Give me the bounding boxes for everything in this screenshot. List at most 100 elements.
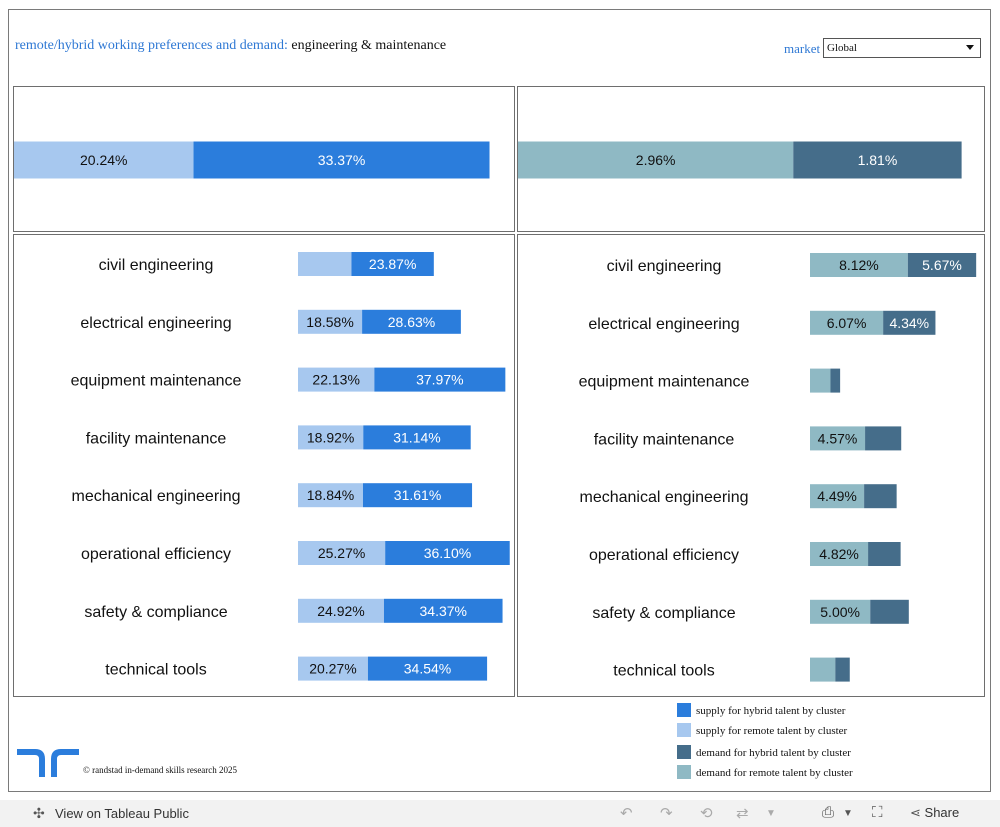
bar-segment[interactable] [351,252,434,276]
bar-segment[interactable] [810,368,831,393]
data-label: 2.96% [636,152,676,168]
demand-overall-panel: 2.96% 1.81% [517,86,985,232]
bar-segment[interactable] [298,309,363,334]
category-label: equipment maintenance [71,373,242,390]
bar-segment[interactable] [298,598,384,623]
bar-segment[interactable] [385,541,510,565]
redo-icon[interactable]: ↷ [660,805,673,822]
title-cluster: engineering & maintenance [291,38,447,53]
bar-segment[interactable] [830,368,841,393]
data-label: 4.82% [819,546,859,562]
data-label: 20.24% [80,152,127,168]
market-select-value: Global [827,42,857,54]
data-label: 28.63% [388,314,435,330]
bar-segment[interactable] [14,141,194,179]
data-label: 31.61% [394,487,441,503]
market-select[interactable]: Global [823,38,981,58]
category-label: civil engineering [607,258,722,275]
category-label: safety & compliance [592,605,735,622]
category-label: mechanical engineering [72,488,241,505]
bar-segment[interactable] [298,656,368,681]
data-label: 5.67% [922,257,962,273]
bar-segment[interactable] [865,426,902,451]
data-label: 34.37% [420,603,467,619]
bar-segment[interactable] [298,367,375,392]
data-label: 25.27% [318,545,365,561]
data-label: 20.27% [309,661,356,677]
download-icon[interactable]: ⎙ [822,804,835,821]
legend-label: supply for remote talent by cluster [696,725,848,737]
bar-segment[interactable] [518,141,794,179]
category-label: technical tools [613,663,714,680]
bar-segment[interactable] [374,367,506,392]
bar-segment[interactable] [810,426,866,451]
bar-segment[interactable] [810,310,884,335]
legend-swatch [677,703,691,717]
data-label: 23.87% [369,256,416,272]
category-label: operational efficiency [81,546,231,563]
title-main: remote/hybrid working preferences and de… [15,38,288,53]
chevron-down-icon [966,45,974,50]
refresh-icon[interactable]: ⇄ [736,805,749,822]
supply-overall-chart: 20.24% 33.37% [14,141,490,179]
category-label: operational efficiency [589,547,739,564]
bar-segment[interactable] [362,309,461,334]
data-label: 36.10% [424,545,471,561]
bar-segment[interactable] [193,141,490,179]
data-label: 37.97% [416,372,463,388]
undo-icon[interactable]: ↶ [620,805,633,822]
bar-segment[interactable] [835,657,850,682]
data-label: 6.07% [827,315,867,331]
bar-segment[interactable] [864,484,897,509]
revert-icon[interactable]: ⟲ [700,805,713,822]
bar-segment[interactable] [383,598,503,623]
bar-segment[interactable] [298,252,352,276]
bar-segment[interactable] [367,656,488,681]
chevron-down-icon[interactable]: ▼ [766,808,776,819]
data-label: 24.92% [317,603,364,619]
data-label: 34.54% [404,661,451,677]
legend-swatch [677,765,691,779]
category-label: electrical engineering [588,316,739,333]
data-label: 8.12% [839,257,879,273]
bar-segment[interactable] [363,425,471,450]
fullscreen-icon[interactable]: ⛶ [872,804,883,821]
category-label: equipment maintenance [579,374,750,391]
bar-segment[interactable] [870,599,909,624]
legend-swatch [677,745,691,759]
bar-segment[interactable] [810,599,871,624]
data-label: 4.49% [817,488,857,504]
data-label: 33.37% [318,152,365,168]
tableau-icon: ✣ [33,805,45,821]
share-button[interactable]: ⋖ Share [910,805,959,821]
bar-segment[interactable] [793,141,962,179]
bar-segment[interactable] [883,310,936,335]
demand-by-skill-chart: civil engineering 8.12% 5.67% electrical en… [579,253,977,682]
supply-overall-panel: 20.24% 33.37% [13,86,515,232]
randstad-logo [17,749,79,777]
category-label: facility maintenance [86,430,227,447]
view-on-tableau-label: View on Tableau Public [55,806,189,821]
bar-segment[interactable] [810,542,869,566]
category-label: safety & compliance [84,604,227,621]
view-on-tableau-button[interactable]: ✣ View on Tableau Public [33,805,189,822]
bar-segment[interactable] [298,541,386,565]
bar-segment[interactable] [298,425,364,450]
bar-segment[interactable] [298,483,363,508]
legend-label: supply for hybrid talent by cluster [696,705,846,717]
data-label: 5.00% [820,604,860,620]
demand-by-skill-panel: civil engineering 8.12% 5.67% electrical en… [517,234,985,697]
chevron-down-icon[interactable]: ▼ [843,808,853,819]
data-label: 4.34% [889,315,929,331]
copyright-text: © randstad in-demand skills research 202… [83,765,238,775]
category-label: civil engineering [99,257,214,274]
tableau-toolbar: ✣ View on Tableau Public ↶ ↷ ⟲ ⇄ ▼ ⎙ ▼ ⛶ … [0,800,1000,827]
bar-segment[interactable] [868,542,901,566]
bar-segment[interactable] [362,483,473,508]
bar-segment[interactable] [810,484,865,509]
bar-segment[interactable] [810,253,908,277]
bar-segment[interactable] [907,253,977,277]
data-label: 18.92% [307,429,354,445]
data-label: 4.57% [818,430,858,446]
bar-segment[interactable] [810,657,836,682]
